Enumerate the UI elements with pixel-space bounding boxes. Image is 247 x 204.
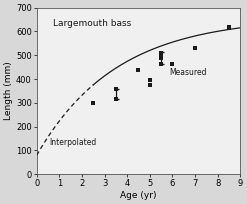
- X-axis label: Age (yr): Age (yr): [120, 191, 157, 200]
- Text: Measured: Measured: [169, 68, 206, 77]
- Text: Largemouth bass: Largemouth bass: [53, 19, 131, 28]
- Y-axis label: Length (mm): Length (mm): [4, 62, 13, 120]
- Text: Interpolated: Interpolated: [49, 138, 96, 147]
